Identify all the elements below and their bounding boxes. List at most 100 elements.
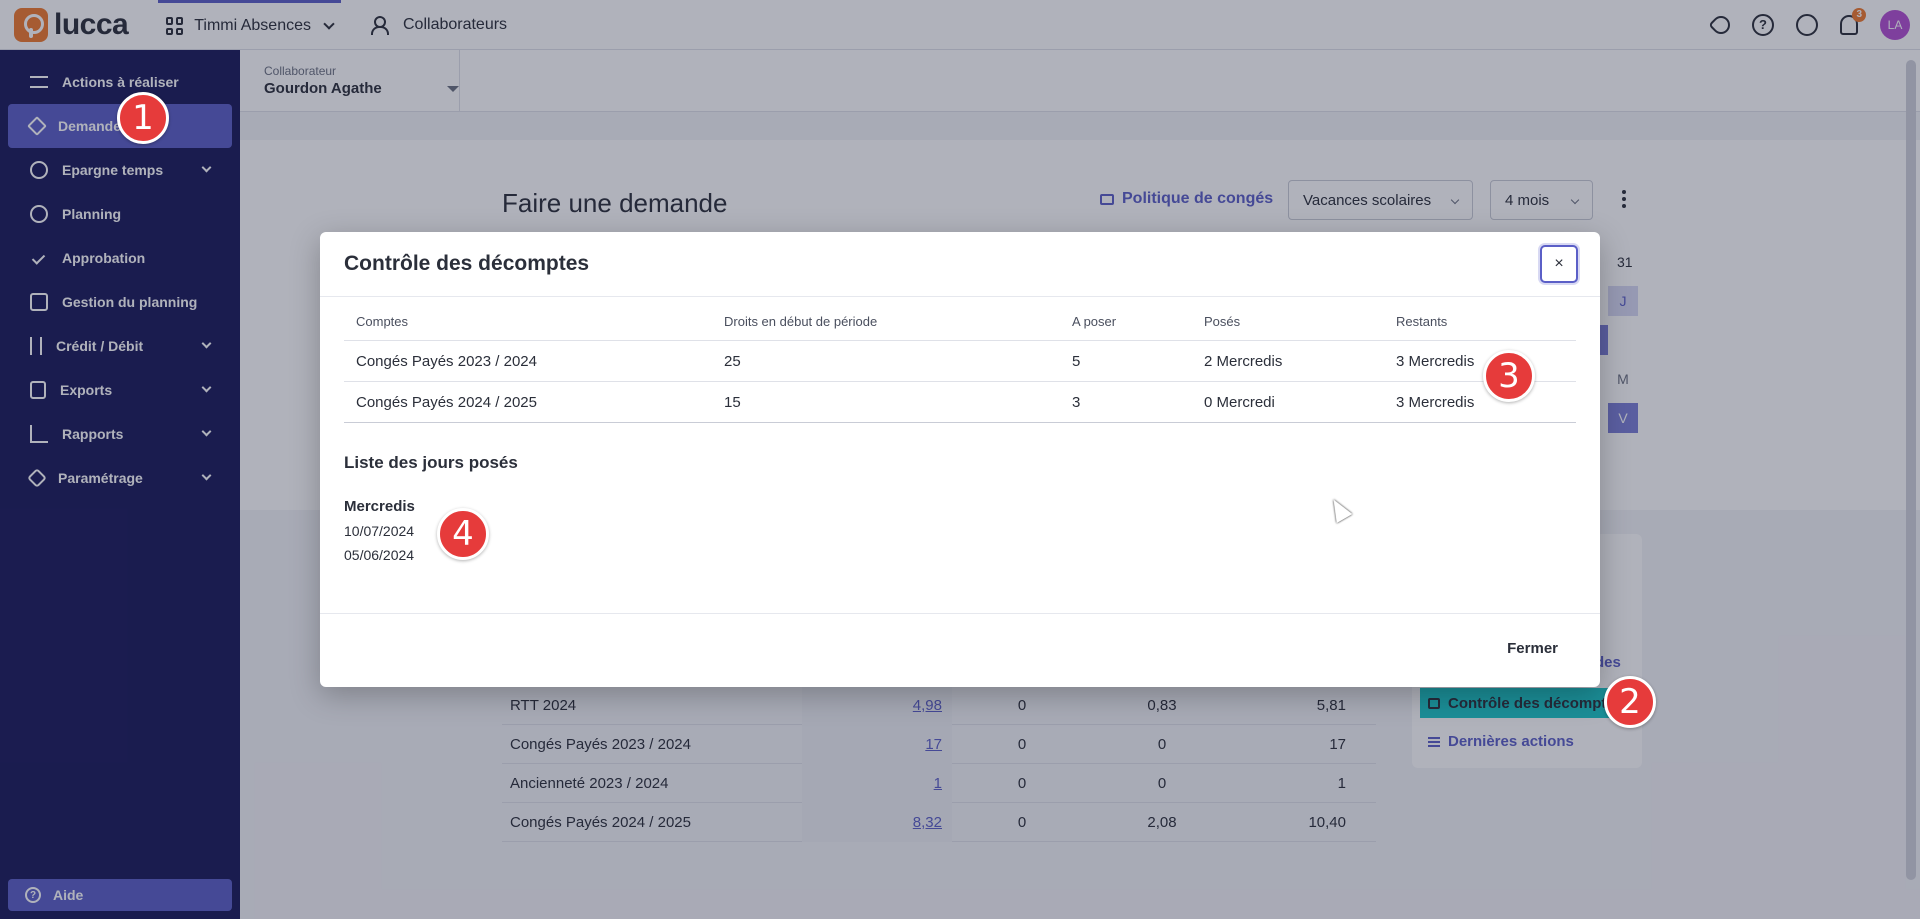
step-marker-3: 3 bbox=[1483, 350, 1535, 402]
list-item: 10/07/2024 bbox=[344, 523, 415, 539]
placed-days-title: Liste des jours posés bbox=[344, 453, 518, 472]
app-switcher[interactable]: Timmi Absences bbox=[158, 0, 341, 50]
column-header: Comptes bbox=[356, 314, 409, 329]
calendar-icon bbox=[1428, 697, 1440, 709]
step-marker-4: 4 bbox=[437, 508, 489, 560]
help-icon[interactable]: ? bbox=[1752, 13, 1774, 36]
step-marker-1: 1 bbox=[117, 92, 169, 144]
sidebar-item-credit-debit[interactable]: Crédit / Débit bbox=[8, 324, 232, 368]
remaining-value: 5,81 bbox=[1316, 696, 1346, 714]
dialog-body: Comptes Droits en début de période A pos… bbox=[344, 314, 1576, 567]
sidebar-item-parametrage[interactable]: Paramétrage bbox=[8, 456, 232, 500]
column-header: Posés bbox=[1204, 314, 1241, 329]
sub-header: Collaborateur Gourdon Agathe bbox=[240, 50, 1920, 112]
close-button[interactable]: × bbox=[1540, 245, 1578, 283]
table-row: Congés Payés 2024 / 2025 15 3 0 Mercredi… bbox=[344, 382, 1576, 423]
sidebar-item-label: Approbation bbox=[62, 250, 146, 266]
sidebar-item-exports[interactable]: Exports bbox=[8, 368, 232, 412]
rights-value: 25 bbox=[724, 352, 741, 370]
to-place-value: 0 bbox=[1017, 774, 1027, 792]
collaborator-select[interactable]: Collaborateur Gourdon Agathe bbox=[264, 64, 459, 97]
control-counts-dialog: Contrôle des décomptes × Comptes Droits … bbox=[320, 232, 1600, 687]
dialog-header: Contrôle des décomptes × bbox=[320, 232, 1600, 297]
eye-icon bbox=[30, 205, 48, 223]
side-link-partial[interactable]: des bbox=[1595, 654, 1621, 671]
sidebar-item-label: Rapports bbox=[62, 426, 124, 442]
fermer-button[interactable]: Fermer bbox=[1507, 640, 1558, 657]
sidebar-item-label: Gestion du planning bbox=[62, 294, 198, 310]
list-icon bbox=[1428, 736, 1440, 747]
sidebar-item-approbation[interactable]: Approbation bbox=[8, 236, 232, 280]
school-holidays-value: Vacances scolaires bbox=[1303, 191, 1432, 209]
policy-link[interactable]: Politique de congés bbox=[1100, 190, 1273, 208]
bell-icon[interactable]: 3 bbox=[1840, 7, 1866, 35]
avatar[interactable]: LA bbox=[1880, 9, 1910, 40]
task-list-icon bbox=[30, 76, 48, 88]
divider bbox=[459, 50, 460, 111]
remaining-value: 17 bbox=[1329, 735, 1346, 753]
sidebar-item-epargne-temps[interactable]: Epargne temps bbox=[8, 148, 232, 192]
placed-days-list: Mercredis 10/07/2024 05/06/2024 bbox=[344, 495, 1576, 567]
sidebar-item-label: Paramétrage bbox=[58, 470, 143, 486]
policy-link-label: Politique de congés bbox=[1122, 190, 1274, 207]
collaborator-label: Collaborateur bbox=[264, 64, 337, 78]
more-options-icon[interactable] bbox=[1622, 190, 1626, 208]
list-item: 05/06/2024 bbox=[344, 547, 415, 563]
period-value: 4 mois bbox=[1505, 191, 1550, 209]
account-name: Congés Payés 2024 / 2025 bbox=[510, 813, 691, 831]
apps-grid-icon bbox=[166, 17, 184, 35]
sidebar-item-label: Crédit / Débit bbox=[56, 338, 144, 354]
account-name: Congés Payés 2023 / 2024 bbox=[356, 352, 537, 370]
to-place-value: 0 bbox=[1017, 696, 1027, 714]
column-header: A poser bbox=[1072, 314, 1117, 329]
account-name: Congés Payés 2023 / 2024 bbox=[510, 735, 691, 753]
rights-link[interactable]: 17 bbox=[925, 735, 942, 753]
page-title: Faire une demande bbox=[502, 188, 728, 218]
calendar-cell[interactable]: M bbox=[1617, 371, 1629, 387]
clock-icon bbox=[30, 161, 48, 179]
sidebar-item-label: Actions à réaliser bbox=[62, 74, 179, 90]
sidebar-item-label: Demande bbox=[58, 118, 122, 134]
placed-value: 0 bbox=[1157, 774, 1167, 792]
gear-icon[interactable] bbox=[1796, 13, 1818, 36]
table-header-row: Comptes Droits en début de période A pos… bbox=[344, 314, 1576, 341]
rights-value: 15 bbox=[724, 393, 741, 411]
collaborators-link[interactable]: Collaborateurs bbox=[371, 15, 507, 35]
period-select[interactable]: 4 mois bbox=[1490, 180, 1593, 220]
calendar-icon bbox=[30, 293, 48, 311]
lucca-logo-icon bbox=[14, 7, 48, 42]
rights-link[interactable]: 8,32 bbox=[912, 813, 942, 831]
sidebar-item-label: Planning bbox=[62, 206, 122, 222]
sidebar-item-rapports[interactable]: Rapports bbox=[8, 412, 232, 456]
column-header: Droits en début de période bbox=[724, 314, 878, 329]
to-place-value: 3 bbox=[1072, 393, 1081, 411]
calendar-cell[interactable]: J bbox=[1608, 286, 1638, 316]
placed-value: 2 Mercredis bbox=[1204, 352, 1283, 370]
to-place-value: 0 bbox=[1017, 813, 1027, 831]
calendar-cell[interactable]: V bbox=[1608, 403, 1638, 433]
remaining-value: 10,40 bbox=[1308, 813, 1346, 831]
help-button[interactable]: ? Aide bbox=[8, 879, 232, 911]
school-holidays-select[interactable]: Vacances scolaires bbox=[1288, 180, 1473, 220]
calendar-cell-partial[interactable] bbox=[1600, 325, 1608, 355]
sidebar-item-gestion-planning[interactable]: Gestion du planning bbox=[8, 280, 232, 324]
sidebar-item-planning[interactable]: Planning bbox=[8, 192, 232, 236]
sidebar-item-label: Exports bbox=[60, 382, 113, 398]
collaborator-value: Gourdon Agathe bbox=[264, 80, 382, 97]
rights-link[interactable]: 4,98 bbox=[912, 696, 942, 714]
rights-link[interactable]: 1 bbox=[933, 774, 942, 792]
sidebar-item-actions[interactable]: Actions à réaliser bbox=[8, 60, 232, 104]
control-counts-link[interactable]: Contrôle des décomptes bbox=[1420, 688, 1632, 718]
dialog-title: Contrôle des décomptes bbox=[344, 252, 590, 275]
remaining-value: 3 Mercredis bbox=[1396, 352, 1475, 370]
placed-value: 0,83 bbox=[1147, 696, 1177, 714]
day-group-label: Mercredis bbox=[344, 498, 415, 515]
table-row: Congés Payés 2024 / 2025 8,32 0 2,08 10,… bbox=[502, 802, 1376, 842]
scrollbar[interactable] bbox=[1906, 60, 1916, 880]
calendar-day-number: 31 bbox=[1617, 254, 1633, 270]
last-actions-link[interactable]: Dernières actions bbox=[1428, 733, 1574, 750]
lucca-logo[interactable]: lucca bbox=[14, 7, 129, 42]
account-name: RTT 2024 bbox=[510, 696, 577, 714]
remaining-value: 3 Mercredis bbox=[1396, 393, 1475, 411]
table-row: Congés Payés 2023 / 2024 25 5 2 Mercredi… bbox=[344, 341, 1576, 382]
